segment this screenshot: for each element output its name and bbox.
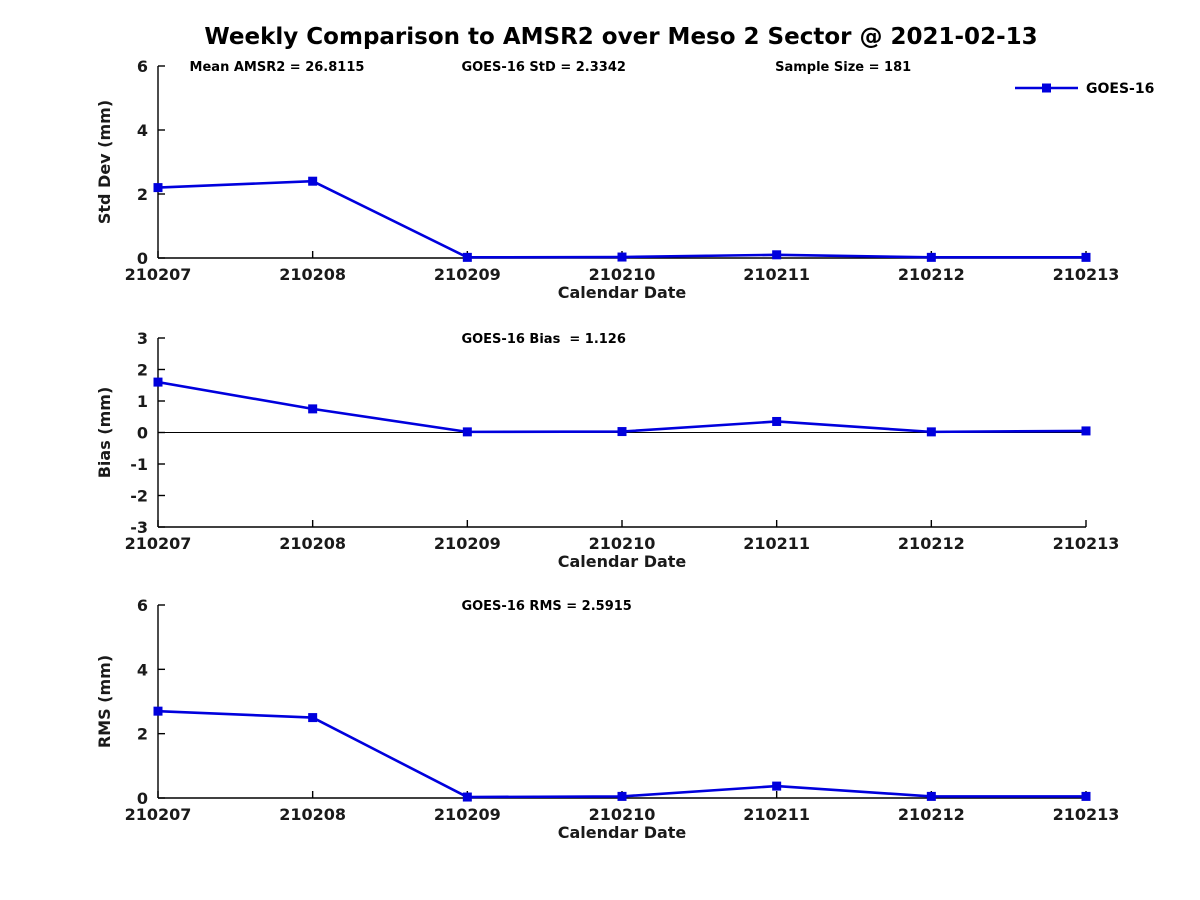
y-tick-label: 2 xyxy=(137,361,148,380)
data-point-marker xyxy=(308,713,318,723)
x-tick-label: 210208 xyxy=(279,805,346,824)
x-axis-label: Calendar Date xyxy=(558,823,687,842)
y-tick-label: 2 xyxy=(137,185,148,204)
subplot-rms: 0 2 4 6 210207 210208 210209 210210 210211 210212… xyxy=(95,596,1119,842)
annotation: GOES-16 StD = 2.3342 xyxy=(461,60,625,75)
x-tick-label: 210207 xyxy=(125,534,192,553)
y-tick-label: 1 xyxy=(137,392,148,411)
series-line-goes-16 xyxy=(156,380,1088,434)
annotation: Sample Size = 181 xyxy=(775,60,911,75)
x-tick-label: 210212 xyxy=(898,265,965,284)
data-point-marker xyxy=(153,377,163,387)
y-tick-label: 0 xyxy=(137,249,148,268)
x-tick-label: 210213 xyxy=(1053,265,1120,284)
data-point-marker xyxy=(153,183,163,193)
x-tick-label: 210210 xyxy=(589,534,656,553)
data-point-marker xyxy=(462,252,472,262)
data-point-marker xyxy=(926,427,936,437)
data-point-marker xyxy=(462,792,472,802)
data-point-marker xyxy=(308,404,318,414)
x-tick-label: 210209 xyxy=(434,265,501,284)
y-tick-label: -3 xyxy=(130,518,148,537)
annotation: Mean AMSR2 = 26.8115 xyxy=(190,60,365,75)
x-tick-label: 210211 xyxy=(743,534,810,553)
data-point-marker xyxy=(772,250,782,260)
data-point-marker xyxy=(1081,426,1091,436)
data-point-marker xyxy=(617,427,627,437)
x-tick-label: 210210 xyxy=(589,805,656,824)
data-point-marker xyxy=(617,252,627,262)
x-tick-label: 210208 xyxy=(279,265,346,284)
y-axis-label: Std Dev (mm) xyxy=(95,100,114,224)
x-axis-label: Calendar Date xyxy=(558,283,687,302)
legend-label: GOES-16 xyxy=(1086,81,1154,97)
y-tick-label: 0 xyxy=(137,789,148,808)
x-tick-label: 210209 xyxy=(434,805,501,824)
series-line-goes-16 xyxy=(156,179,1088,259)
legend-marker xyxy=(1042,83,1051,93)
x-tick-label: 210208 xyxy=(279,534,346,553)
y-tick-label: 0 xyxy=(137,424,148,443)
x-tick-label: 210213 xyxy=(1053,534,1120,553)
page-title: Weekly Comparison to AMSR2 over Meso 2 S… xyxy=(204,24,1037,50)
y-tick-label: 6 xyxy=(137,596,148,615)
annotation: GOES-16 RMS = 2.5915 xyxy=(461,599,631,614)
y-tick-label: -1 xyxy=(130,455,148,474)
x-tick-label: 210209 xyxy=(434,534,501,553)
y-axis-label: RMS (mm) xyxy=(95,655,114,748)
data-point-marker xyxy=(926,252,936,262)
subplot-std-dev: 0 2 4 6 210207 210208 210209 210210 210211 210212… xyxy=(95,57,1154,302)
y-tick-label: 2 xyxy=(137,725,148,744)
y-axis-label: Bias (mm) xyxy=(95,387,114,479)
y-tick-label: 4 xyxy=(137,660,148,679)
x-tick-label: 210212 xyxy=(898,534,965,553)
data-point-marker xyxy=(617,791,627,801)
y-tick-label: 3 xyxy=(137,329,148,348)
x-tick-label: 210212 xyxy=(898,805,965,824)
y-tick-label: 6 xyxy=(137,57,148,76)
series-line-goes-16 xyxy=(156,709,1088,799)
annotation: GOES-16 Bias = 1.126 xyxy=(461,332,625,347)
x-tick-label: 210211 xyxy=(743,265,810,284)
subplots-group: 0 2 4 6 210207 210208 210209 210210 210211 210212… xyxy=(95,57,1154,842)
x-tick-label: 210213 xyxy=(1053,805,1120,824)
data-point-marker xyxy=(1081,791,1091,801)
data-point-marker xyxy=(772,416,782,426)
x-tick-label: 210211 xyxy=(743,805,810,824)
x-tick-label: 210210 xyxy=(589,265,656,284)
subplot-bias: -3 -2 -1 0 1 2 3 210207 210208 210209 210210 210211… xyxy=(95,329,1119,571)
x-tick-label: 210207 xyxy=(125,805,192,824)
data-point-marker xyxy=(926,791,936,801)
x-tick-label: 210207 xyxy=(125,265,192,284)
legend: GOES-16 xyxy=(1015,81,1154,97)
data-point-marker xyxy=(772,781,782,791)
y-tick-label: 4 xyxy=(137,121,148,140)
data-point-marker xyxy=(153,706,163,716)
data-point-marker xyxy=(1081,252,1091,262)
y-tick-label: -2 xyxy=(130,487,148,506)
x-axis-label: Calendar Date xyxy=(558,552,687,571)
data-point-marker xyxy=(308,176,318,186)
data-point-marker xyxy=(462,427,472,437)
